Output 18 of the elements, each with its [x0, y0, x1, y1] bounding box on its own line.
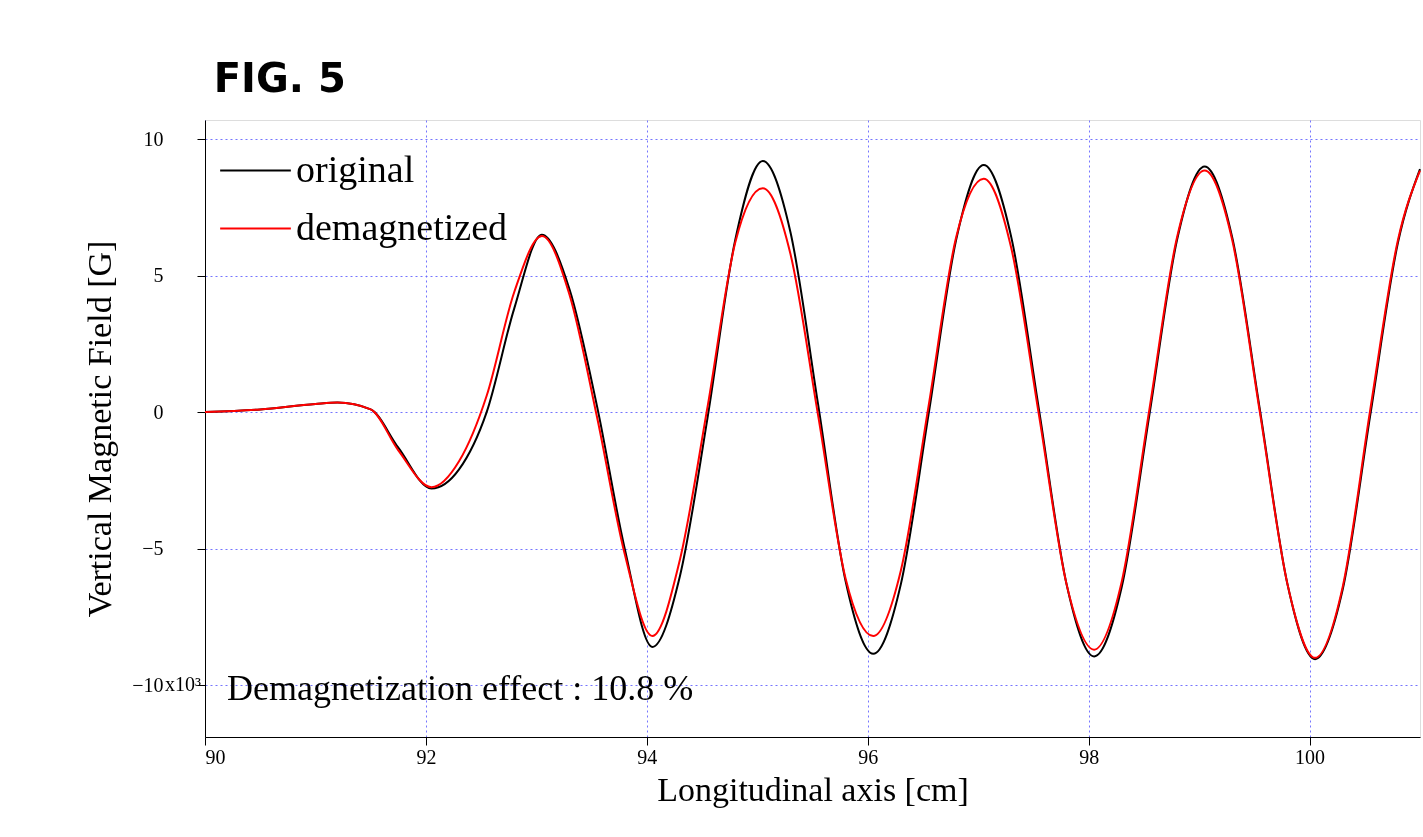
y-tick-label: 0: [153, 400, 164, 423]
y-tick-label: 5: [153, 264, 164, 287]
annotation: Demagnetization effect : 10.8 %: [227, 668, 694, 708]
x-tick-label: 96: [858, 745, 879, 768]
x-tick-label: 92: [416, 745, 437, 768]
y-axis-title: Vertical Magnetic Field [G]: [81, 240, 119, 618]
x-tick-label: 90: [205, 745, 226, 768]
y-tick-label: 10: [143, 127, 164, 150]
y-tick-label: −10: [132, 673, 164, 696]
x-tick-label: 94: [637, 745, 658, 768]
text: x10³: [165, 673, 201, 696]
chart-title: FIG. 5: [213, 55, 346, 101]
x-axis-title: Longitudinal axis [cm]: [657, 770, 969, 808]
x-tick-label: 98: [1079, 745, 1100, 768]
legend-label: original: [296, 147, 415, 190]
y-tick-label: −5: [142, 537, 164, 560]
legend-label: demagnetized: [296, 205, 508, 248]
x-tick-label: 100: [1295, 745, 1326, 768]
